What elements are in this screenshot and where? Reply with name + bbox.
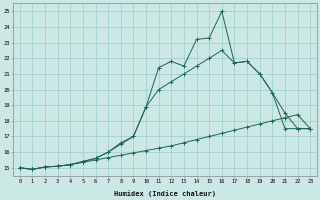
X-axis label: Humidex (Indice chaleur): Humidex (Indice chaleur) bbox=[114, 190, 216, 197]
